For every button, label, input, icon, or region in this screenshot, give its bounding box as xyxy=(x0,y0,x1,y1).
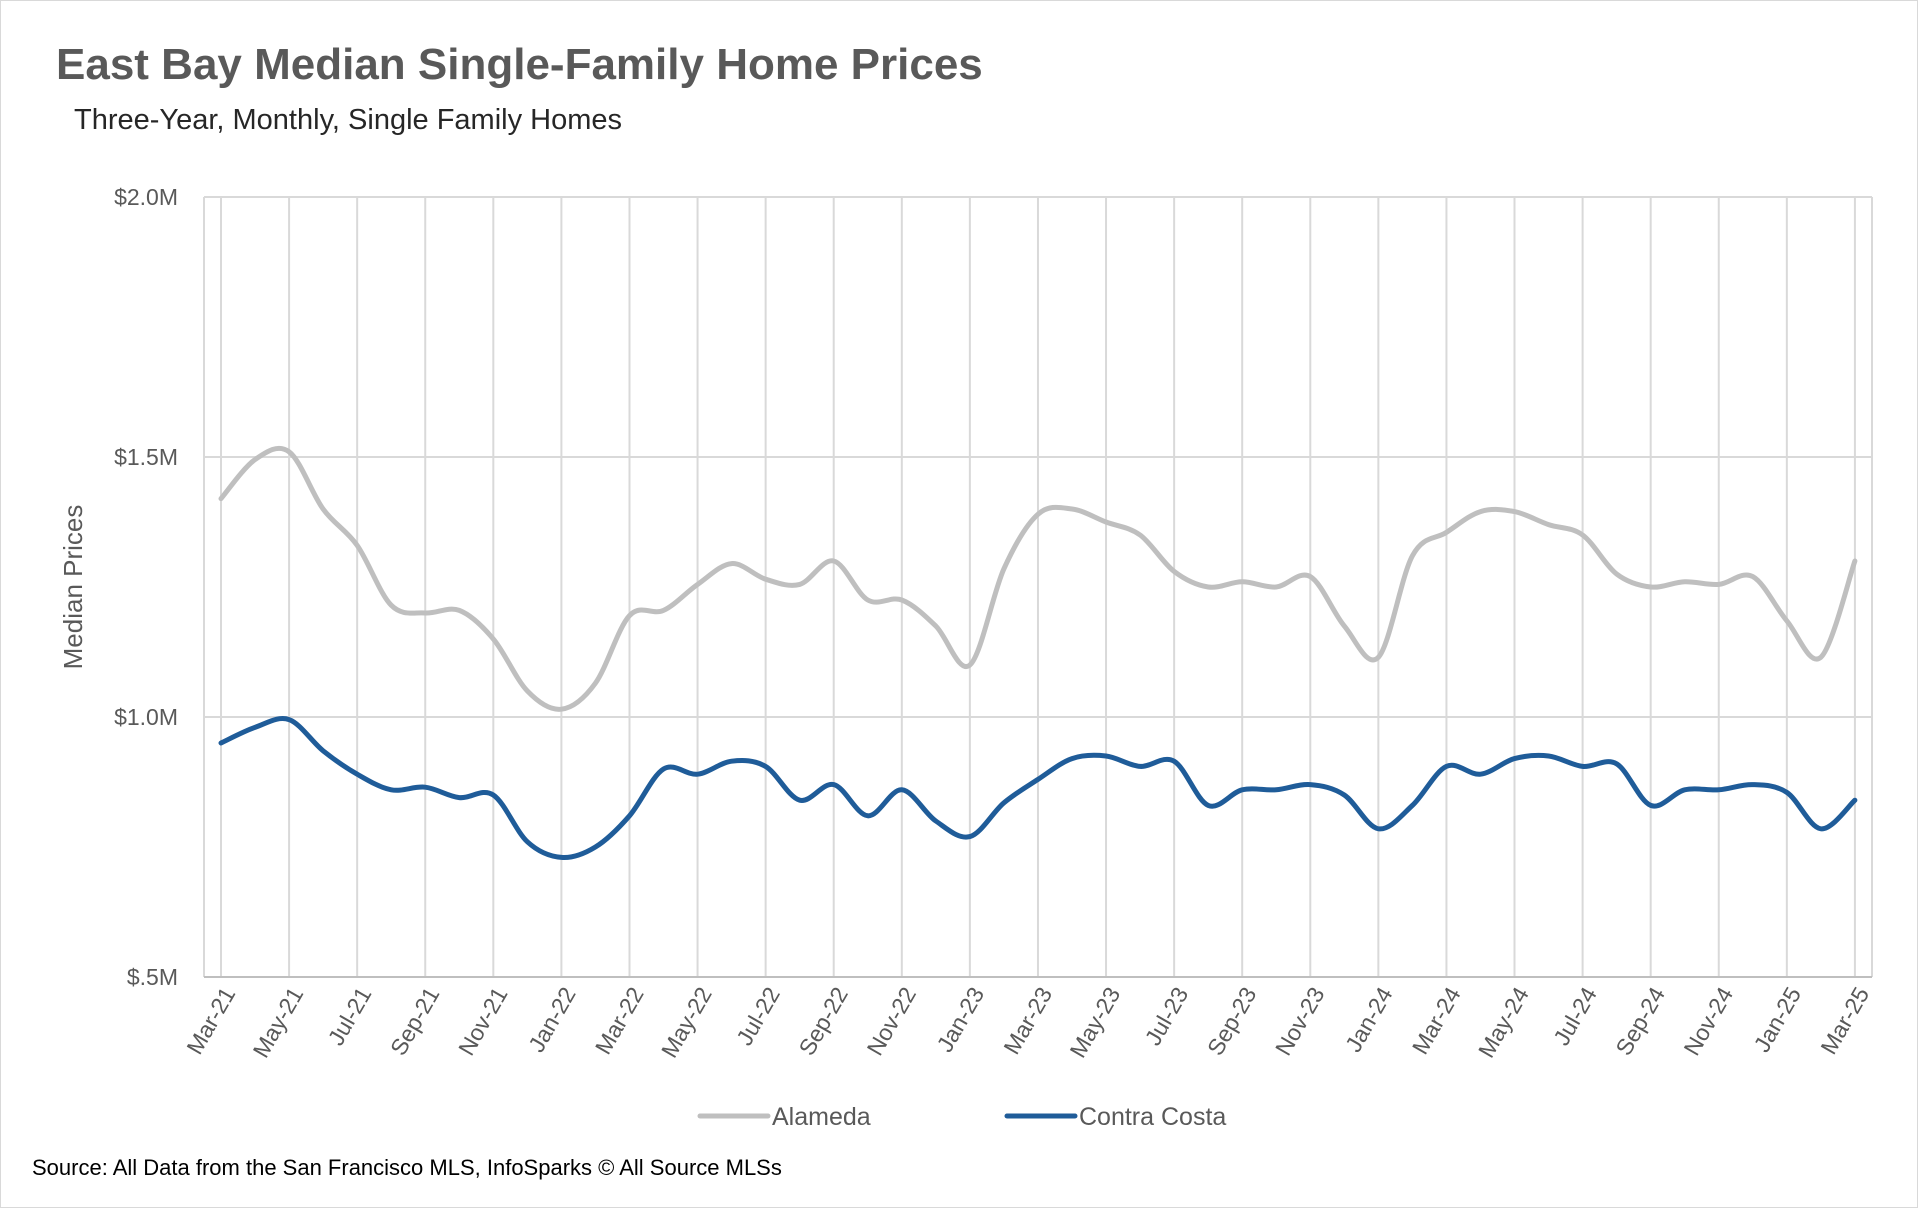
grid xyxy=(203,196,1873,978)
y-tick-label: $2.0M xyxy=(114,184,178,210)
y-tick-label: $.5M xyxy=(127,964,178,990)
x-tick-label: Jan-24 xyxy=(1340,982,1398,1056)
x-tick-label: Sep-24 xyxy=(1610,982,1670,1059)
x-tick-label: Nov-22 xyxy=(862,983,922,1060)
x-tick-label: Nov-23 xyxy=(1270,983,1330,1060)
legend-label-alameda: Alameda xyxy=(772,1103,871,1131)
x-tick-label: Jul-21 xyxy=(323,983,377,1050)
x-tick-label: Nov-24 xyxy=(1678,982,1738,1059)
x-tick-label: Mar-23 xyxy=(998,983,1057,1059)
x-tick-label: Mar-25 xyxy=(1815,983,1874,1059)
legend: Alameda Contra Costa xyxy=(697,1103,1226,1131)
y-tick-label: $1.0M xyxy=(114,704,178,730)
y-axis-title: Median Prices xyxy=(58,505,88,670)
x-tick-label: May-22 xyxy=(656,983,717,1062)
series-line-alameda xyxy=(218,445,1858,712)
y-tick-label: $1.5M xyxy=(114,444,178,470)
x-tick-label: May-21 xyxy=(248,983,309,1062)
x-tick-label: Mar-24 xyxy=(1407,982,1466,1058)
x-tick-label: Sep-22 xyxy=(793,983,853,1060)
x-tick-label: Jul-23 xyxy=(1140,983,1194,1050)
source-note: Source: All Data from the San Francisco … xyxy=(32,1155,782,1180)
series-line-contra-costa xyxy=(218,716,1858,860)
x-tick-label: Jul-24 xyxy=(1548,982,1602,1049)
x-tick-label: Jan-25 xyxy=(1748,983,1806,1057)
chart-title: East Bay Median Single-Family Home Price… xyxy=(56,40,983,89)
x-tick-label: Jul-22 xyxy=(731,983,785,1050)
x-tick-label: Mar-21 xyxy=(181,983,240,1059)
x-tick-label: Jan-22 xyxy=(523,983,581,1057)
x-tick-label: Nov-21 xyxy=(453,983,513,1060)
x-tick-label: May-23 xyxy=(1064,983,1125,1062)
x-tick-label: Sep-23 xyxy=(1202,983,1262,1060)
x-tick-label: May-24 xyxy=(1473,982,1534,1062)
chart-subtitle: Three-Year, Monthly, Single Family Homes xyxy=(74,104,622,136)
series-lines xyxy=(218,445,1858,860)
x-tick-label: Mar-22 xyxy=(590,983,649,1059)
x-tick-label: Jan-23 xyxy=(932,983,990,1057)
legend-label-contra-costa: Contra Costa xyxy=(1079,1103,1226,1131)
x-tick-label: Sep-21 xyxy=(385,983,445,1060)
